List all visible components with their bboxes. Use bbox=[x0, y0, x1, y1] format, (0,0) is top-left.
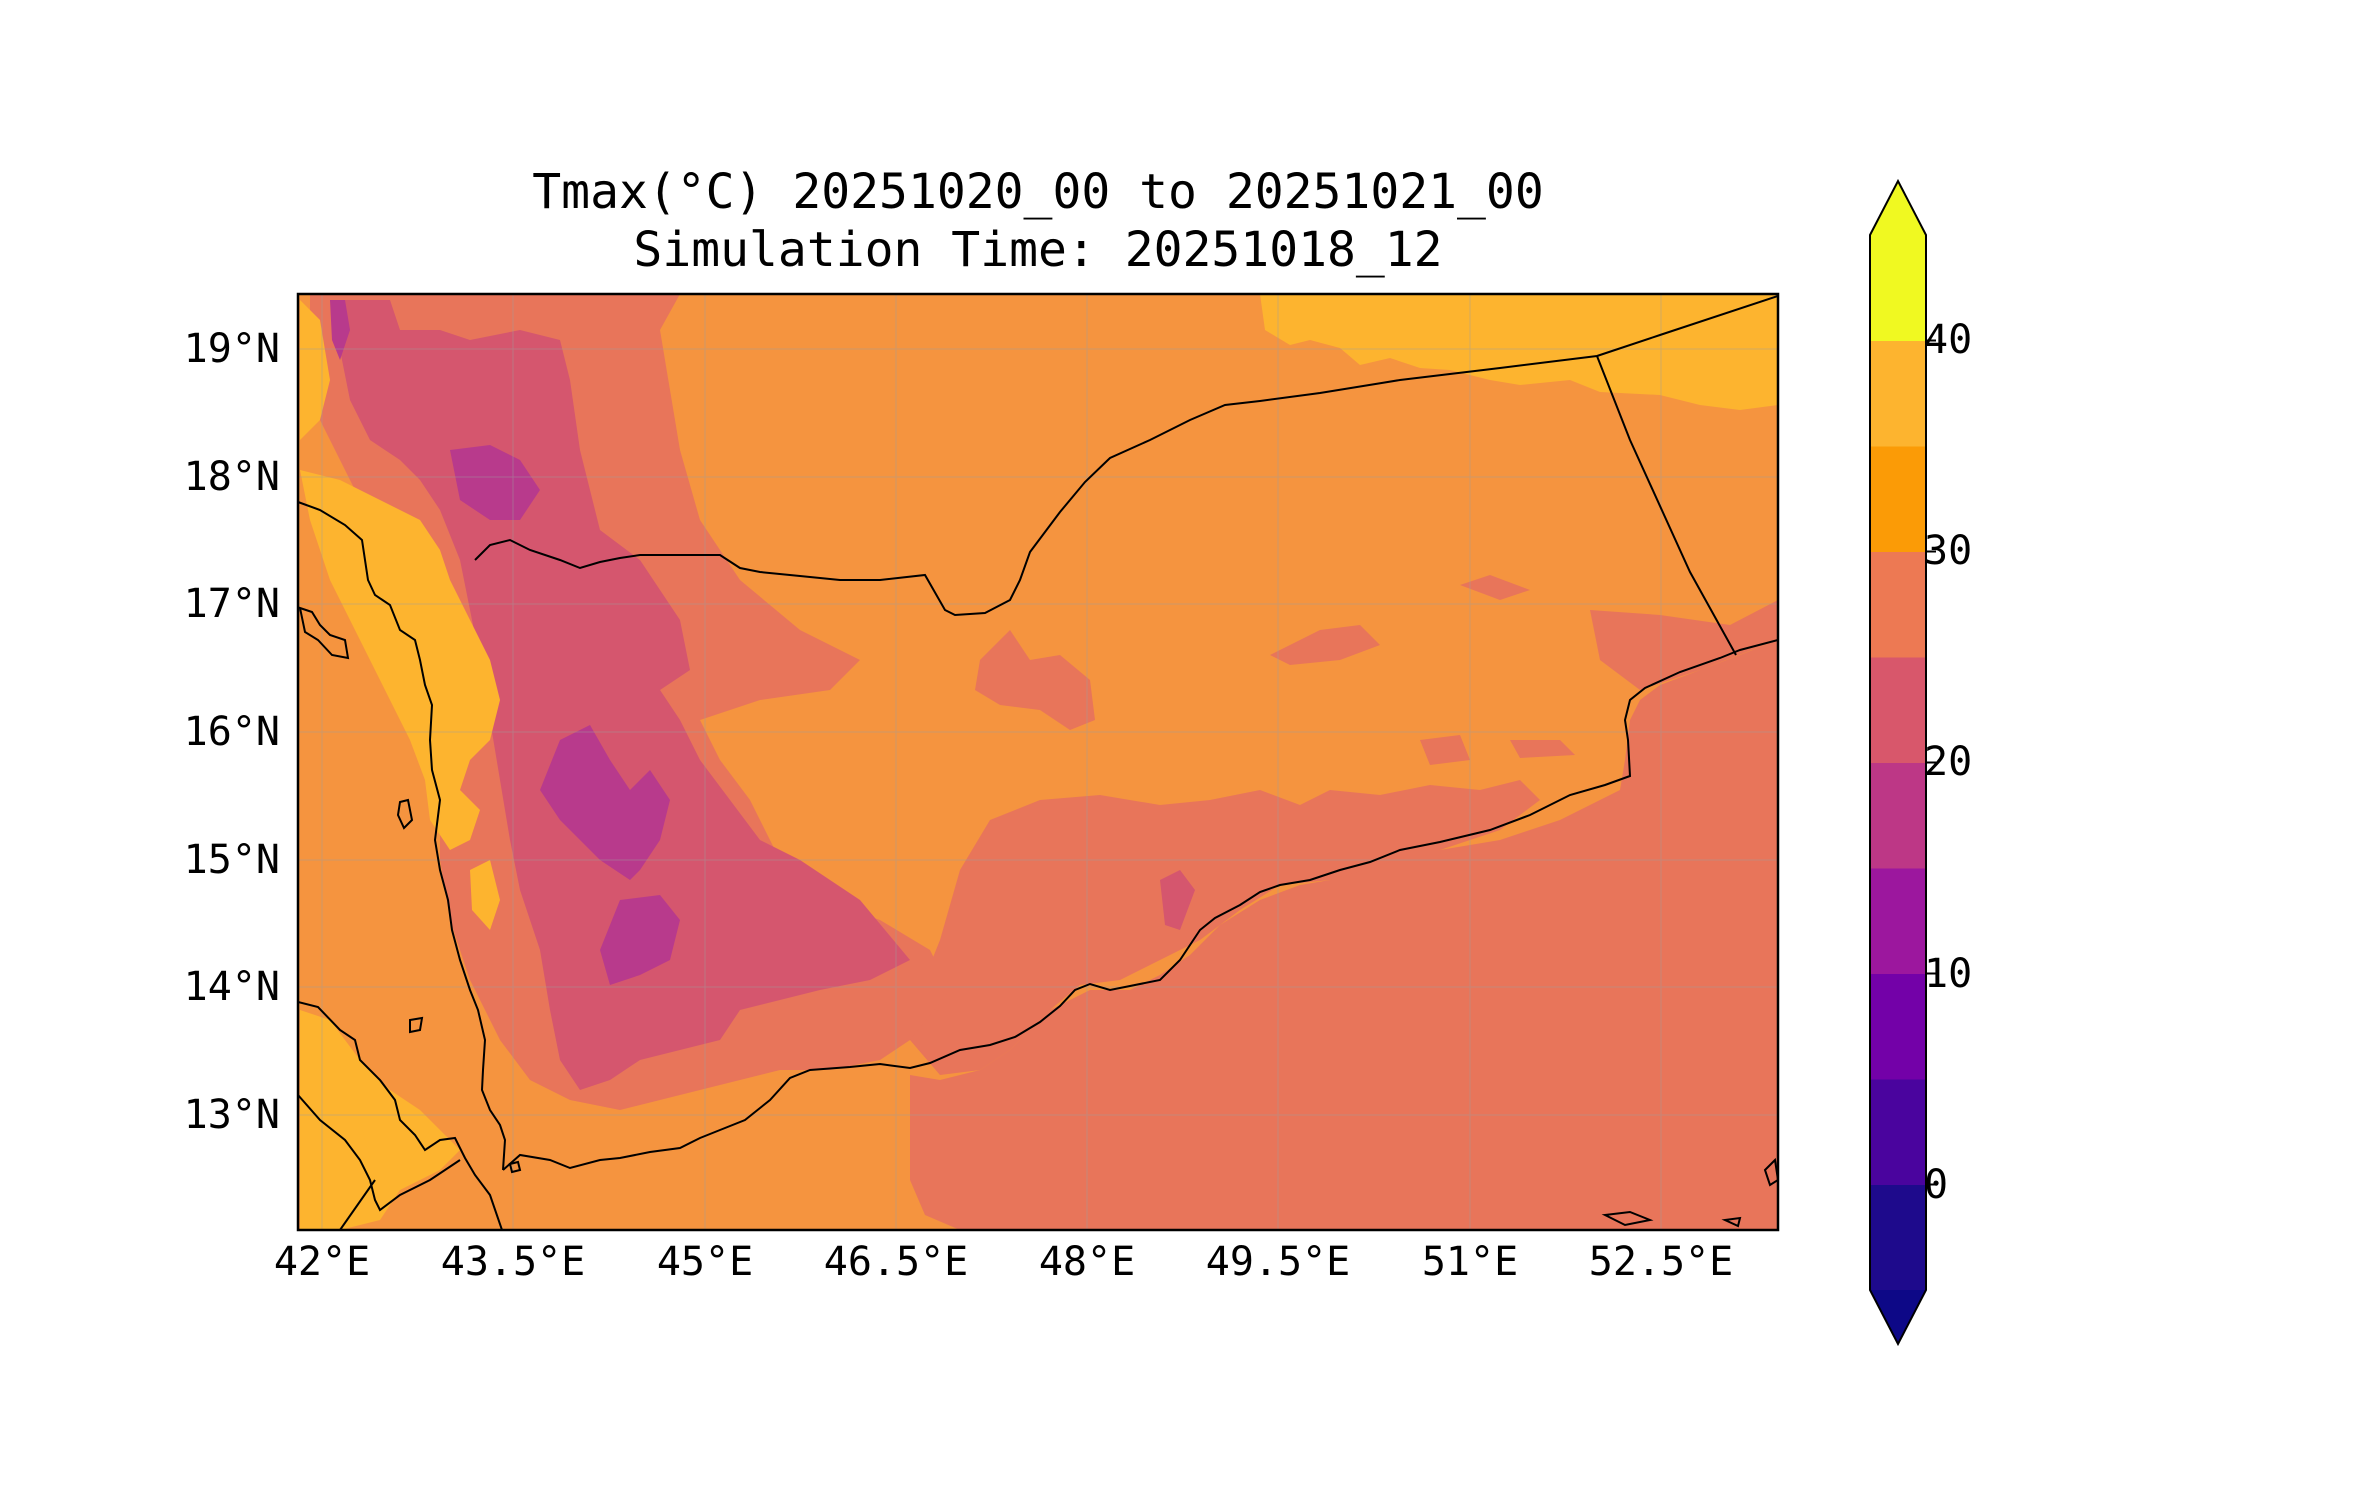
colorbar-segment bbox=[1870, 1184, 1926, 1291]
southern-coastline bbox=[502, 639, 1778, 1171]
patch-1 bbox=[975, 630, 1095, 730]
djibouti-border bbox=[339, 1179, 376, 1230]
colorbar-tick-label: 30 bbox=[1924, 528, 1973, 574]
kamaran-island bbox=[396, 798, 414, 830]
islet bbox=[1721, 1216, 1742, 1228]
east-region bbox=[1590, 600, 1778, 690]
lon-tick-label: 45°E bbox=[656, 1239, 754, 1285]
eritrea-ethiopia-border bbox=[298, 1094, 461, 1212]
hot-patch-2 bbox=[360, 1110, 430, 1160]
map-frame bbox=[296, 292, 1780, 1232]
saudi-oman-border bbox=[1596, 295, 1778, 357]
patch-2 bbox=[1270, 625, 1380, 665]
colorbar-tick-label: 0 bbox=[1924, 1162, 1949, 1208]
perim-island bbox=[508, 1160, 522, 1174]
colorbar-tick-label: 10 bbox=[1924, 951, 1973, 997]
colorbar-segment bbox=[1870, 551, 1926, 658]
tihama-hot-strip bbox=[300, 300, 330, 440]
patch-5 bbox=[1510, 740, 1575, 758]
lat-tick-label: 16°N bbox=[183, 709, 280, 755]
yemen-saudi-border bbox=[474, 355, 1598, 617]
colorbar-tick-label: 40 bbox=[1924, 317, 1973, 363]
colorbar-segment bbox=[1870, 1079, 1926, 1185]
northeast-hot-area bbox=[1260, 294, 1778, 410]
lat-tick-label: 13°N bbox=[183, 1092, 280, 1138]
gridlines bbox=[298, 294, 1778, 1230]
hanish-islands bbox=[409, 1016, 424, 1034]
map-subtitle: Simulation Time: 20251018_12 bbox=[633, 222, 1443, 278]
lon-tick-label: 43.5°E bbox=[440, 1239, 586, 1285]
colorbar-outline bbox=[1869, 178, 1927, 1347]
colorbar-tick-label: 20 bbox=[1924, 739, 1973, 785]
lon-tick-label: 52.5°E bbox=[1588, 1239, 1734, 1285]
socotra-coast bbox=[1763, 1157, 1778, 1187]
colorbar-extend-min bbox=[1870, 1290, 1926, 1344]
highlands-core-east bbox=[1160, 870, 1195, 930]
farasan-islands bbox=[298, 606, 350, 660]
patch-3 bbox=[1460, 575, 1530, 600]
colorbar-segment bbox=[1870, 340, 1926, 447]
colorbar-segment bbox=[1870, 973, 1926, 1080]
sea-region bbox=[910, 640, 1778, 1230]
colorbar-segment bbox=[1870, 235, 1926, 341]
colorbar-extend-max bbox=[1870, 181, 1926, 235]
colorbar-segment bbox=[1870, 446, 1926, 552]
lon-tick-label: 46.5°E bbox=[823, 1239, 969, 1285]
patch-4 bbox=[1420, 735, 1470, 765]
plateau-band bbox=[910, 780, 1540, 1075]
colorbar-segment bbox=[1870, 657, 1926, 763]
lat-tick-label: 14°N bbox=[183, 964, 280, 1010]
red-sea-coastline bbox=[298, 501, 507, 1171]
lat-tick-label: 19°N bbox=[183, 326, 280, 372]
tihama-hot-strip-2 bbox=[300, 470, 500, 850]
colorbar-segment bbox=[1870, 868, 1926, 974]
eritrea-coastline bbox=[298, 1001, 503, 1230]
lon-tick-label: 48°E bbox=[1038, 1239, 1136, 1285]
hot-patch-1 bbox=[470, 860, 500, 930]
map-title: Tmax(°C) 20251020_00 to 20251021_00 bbox=[532, 164, 1544, 220]
lat-tick-label: 15°N bbox=[183, 837, 280, 883]
colorbar bbox=[1869, 178, 1936, 1347]
highlands-core-north bbox=[450, 445, 540, 520]
temperature-field bbox=[298, 294, 1778, 1230]
abd-al-kuri bbox=[1601, 1210, 1654, 1227]
lon-tick-label: 51°E bbox=[1421, 1239, 1519, 1285]
lat-tick-label: 17°N bbox=[183, 581, 280, 627]
yemen-oman-border bbox=[1596, 355, 1737, 656]
highlands-core-south bbox=[600, 895, 680, 985]
highlands-core-small bbox=[330, 300, 350, 360]
lon-tick-label: 42°E bbox=[273, 1239, 371, 1285]
highlands-core-central bbox=[540, 725, 670, 880]
colorbar-segment bbox=[1870, 762, 1926, 869]
lat-tick-label: 18°N bbox=[183, 454, 280, 500]
lon-tick-label: 49.5°E bbox=[1205, 1239, 1351, 1285]
